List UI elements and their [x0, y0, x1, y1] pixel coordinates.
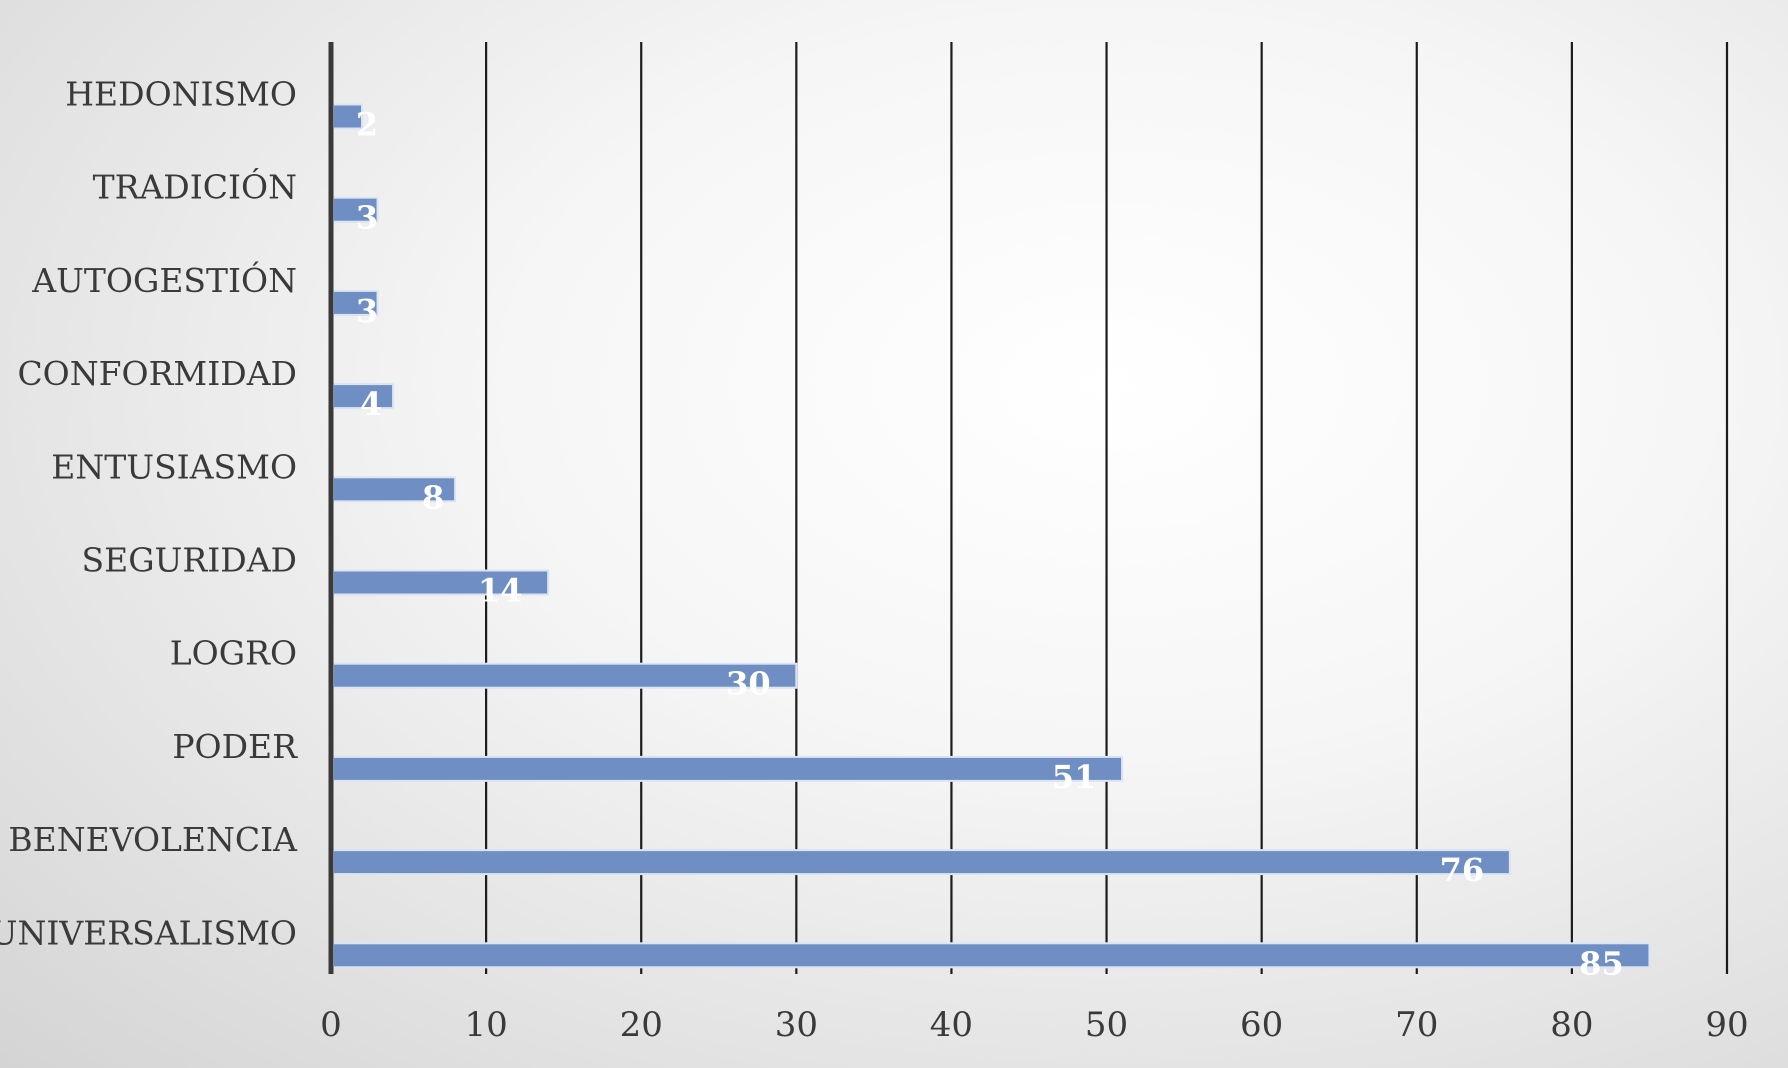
- bars: [332, 103, 1651, 969]
- data-label: 76: [1440, 851, 1485, 889]
- x-tick-label: 50: [1085, 1005, 1128, 1045]
- x-tick-label: 80: [1550, 1005, 1593, 1045]
- x-tick-label: 30: [775, 1005, 818, 1045]
- category-label: LOGRO: [170, 634, 297, 673]
- x-tick-label: 60: [1240, 1005, 1283, 1045]
- bar-seguridad: [332, 569, 550, 596]
- category-label: UNIVERSALISMO: [0, 913, 297, 952]
- category-label: TRADICIÓN: [93, 167, 297, 207]
- category-label: CONFORMIDAD: [17, 354, 297, 393]
- x-tick-label: 90: [1705, 1005, 1748, 1045]
- category-label: HEDONISMO: [65, 75, 297, 114]
- grid-lines: [485, 42, 1729, 974]
- data-label: 3: [356, 199, 378, 237]
- bar-entusiasmo: [332, 476, 457, 503]
- bar-universalismo: [332, 942, 1651, 969]
- category-label: AUTOGESTIÓN: [31, 260, 297, 300]
- bar-logro: [332, 662, 798, 689]
- data-label: 51: [1052, 758, 1097, 796]
- bar-autogestión: [332, 289, 379, 316]
- data-label: 85: [1579, 944, 1624, 982]
- data-label: 3: [356, 292, 378, 330]
- x-tick-label: 0: [320, 1005, 342, 1045]
- x-tick-label: 70: [1395, 1005, 1438, 1045]
- data-label: 2: [356, 106, 378, 144]
- bar-poder: [332, 755, 1124, 782]
- x-tick-label: 40: [930, 1005, 973, 1045]
- bar-hedonismo: [332, 103, 364, 130]
- category-label: SEGURIDAD: [82, 541, 298, 580]
- data-label: 8: [422, 478, 444, 516]
- data-label: 4: [360, 385, 382, 423]
- x-tick-label: 20: [620, 1005, 663, 1045]
- x-tick-labels: 0 10 20 30 40 50 60 70 80 90: [320, 1005, 1748, 1045]
- category-label: ENTUSIASMO: [51, 447, 297, 486]
- data-label: 14: [478, 572, 523, 610]
- data-labels: 2 3 3 4 8 14 30 51 76 85: [356, 106, 1624, 983]
- data-label: 30: [726, 665, 771, 703]
- category-label: BENEVOLENCIA: [8, 820, 298, 859]
- x-tick-label: 10: [464, 1005, 507, 1045]
- category-labels: HEDONISMO TRADICIÓN AUTOGESTIÓN CONFORMIDAD…: [0, 75, 298, 953]
- bar-benevolencia: [332, 849, 1511, 876]
- category-label: PODER: [172, 727, 298, 766]
